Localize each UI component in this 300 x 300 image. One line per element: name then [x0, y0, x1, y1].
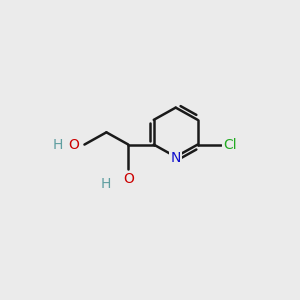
Text: O: O [123, 172, 134, 186]
Text: Cl: Cl [223, 138, 237, 152]
Text: H: H [100, 177, 111, 191]
Text: O: O [68, 138, 79, 152]
Text: H: H [53, 138, 63, 152]
Text: N: N [170, 152, 181, 165]
